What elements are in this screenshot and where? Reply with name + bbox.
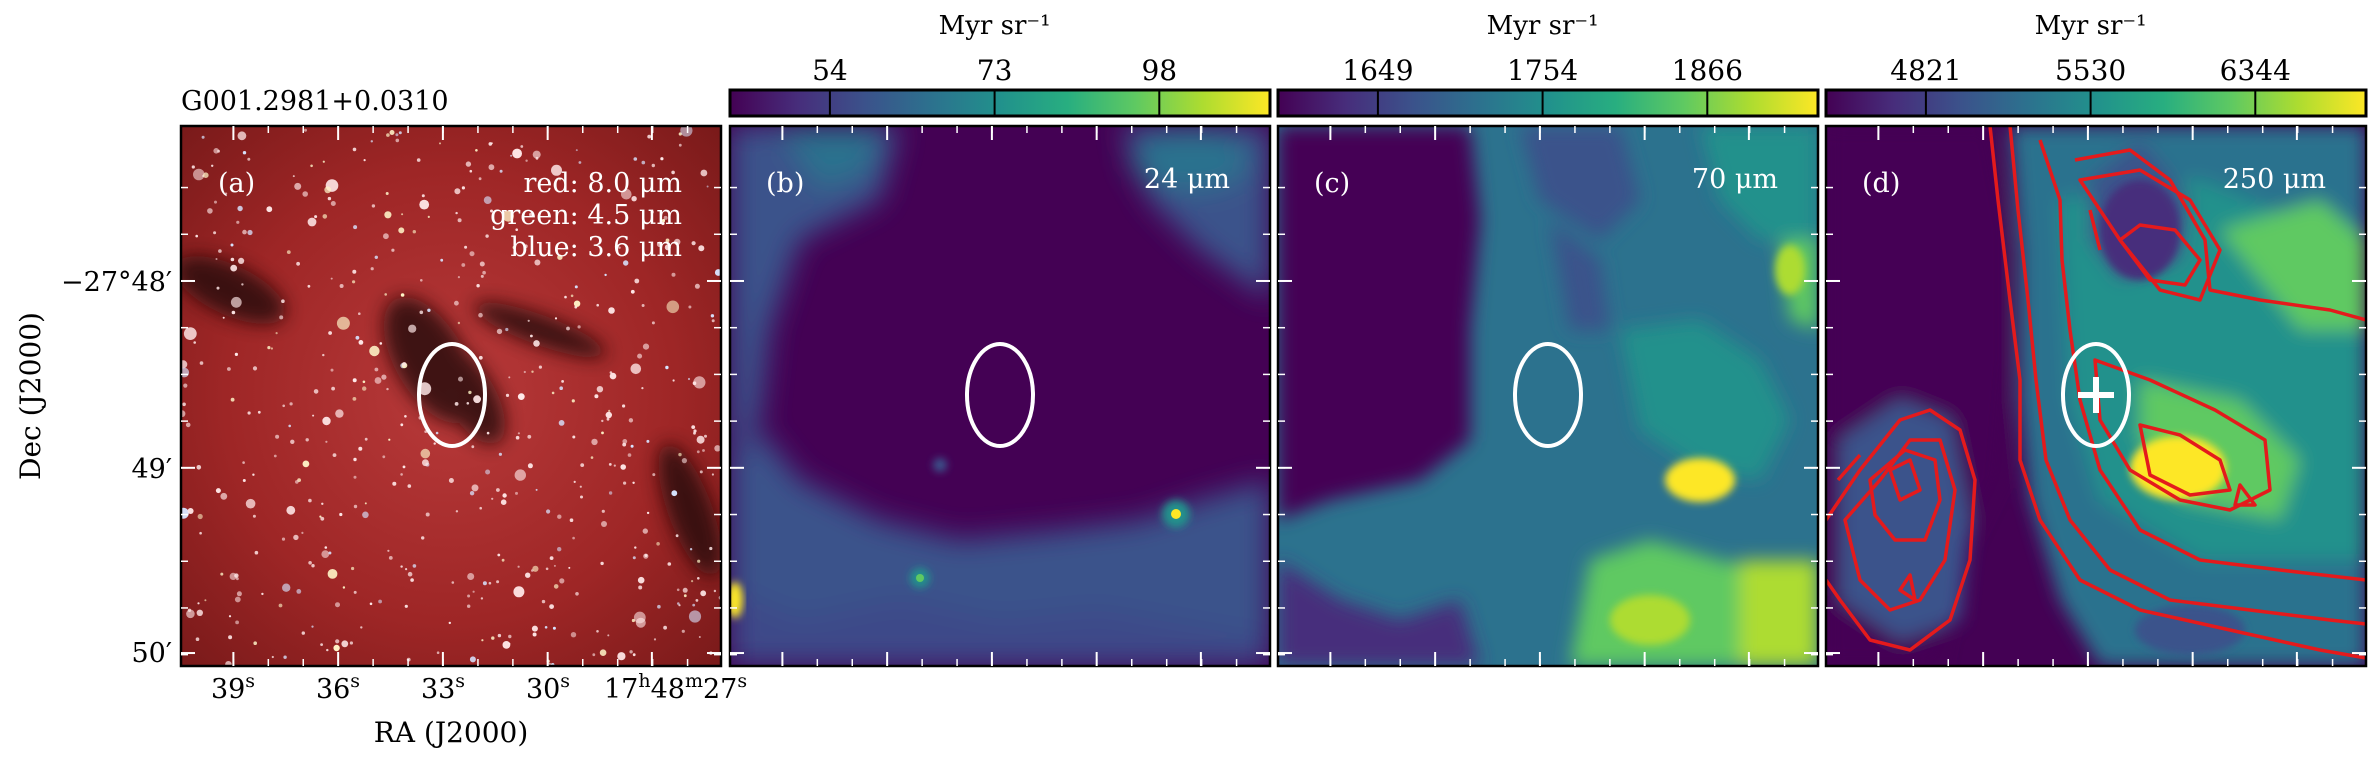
source-ellipse <box>417 342 487 448</box>
x-axis-title: RA (J2000) <box>374 716 529 749</box>
colorbar-tick-label: 98 <box>1141 54 1177 87</box>
dec-tick-label: −27°48′ <box>61 267 172 298</box>
rgb-label-red: red: 8.0 μm <box>523 168 682 199</box>
colorbar-tick-label: 1866 <box>1672 54 1743 87</box>
colorbar-tick-label: 54 <box>812 54 848 87</box>
source-name: G001.2981+0.0310 <box>181 86 449 117</box>
panel-c-70um-map: (c) 70 μm <box>1276 124 1820 668</box>
ra-tick-label: 30s <box>526 670 570 705</box>
colorbar-tick-label: 4821 <box>1890 54 1961 87</box>
rgb-label-green: green: 4.5 μm <box>490 200 682 231</box>
source-ellipse <box>2061 342 2131 448</box>
colorbar-title: Myr sr⁻¹ <box>2035 11 2147 41</box>
ra-tick-label: 39s <box>211 670 255 705</box>
source-ellipse <box>1513 342 1583 448</box>
colorbar-c <box>1276 88 1820 118</box>
panel-letter-d: (d) <box>1862 168 1900 199</box>
colorbar-title: Myr sr⁻¹ <box>939 11 1051 41</box>
ra-tick-label: 17h48m27s <box>604 670 747 705</box>
colorbar-tick-label: 73 <box>977 54 1013 87</box>
band-label-d: 250 μm <box>2223 164 2326 195</box>
colorbar-tick-label: 6344 <box>2220 54 2291 87</box>
panel-a-rgb-image: (a) red: 8.0 μm green: 4.5 μm blue: 3.6 … <box>179 124 723 668</box>
y-axis-title: Dec (J2000) <box>14 312 47 480</box>
colorbar-tick-label: 1649 <box>1342 54 1413 87</box>
panel-d-250um-map: (d) 250 μm <box>1824 124 2368 668</box>
dec-tick-label: 50′ <box>132 638 173 669</box>
colorbar-d <box>1824 88 2368 118</box>
source-ellipse <box>965 342 1035 448</box>
band-label-c: 70 μm <box>1692 164 1778 195</box>
ra-tick-label: 36s <box>316 670 360 705</box>
panel-letter-c: (c) <box>1314 168 1350 199</box>
ra-tick-label: 33s <box>421 670 465 705</box>
panel-letter-b: (b) <box>766 168 804 199</box>
band-label-b: 24 μm <box>1144 164 1230 195</box>
panel-b-24um-map: (b) 24 μm <box>728 124 1272 668</box>
dec-tick-label: 49′ <box>132 454 173 485</box>
colorbar-tick-label: 5530 <box>2055 54 2126 87</box>
plus-icon <box>2078 377 2114 413</box>
panel-letter-a: (a) <box>218 168 255 199</box>
colorbar-title: Myr sr⁻¹ <box>1487 11 1599 41</box>
colorbar-b <box>728 88 1272 118</box>
rgb-label-blue: blue: 3.6 μm <box>510 232 682 263</box>
colorbar-tick-label: 1754 <box>1507 54 1578 87</box>
